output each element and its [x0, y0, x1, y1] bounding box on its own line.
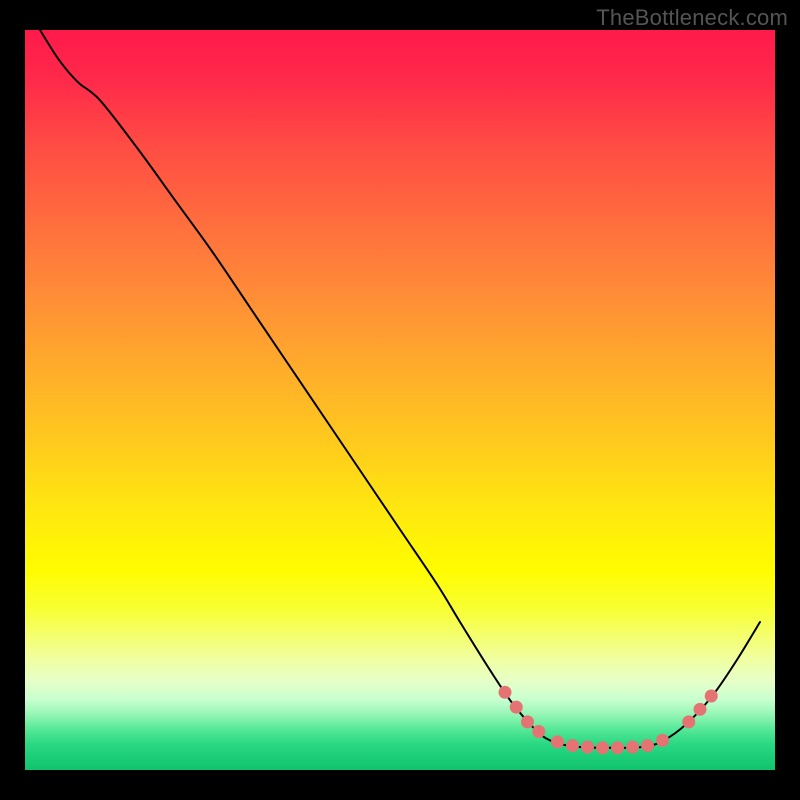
- watermark-text: TheBottleneck.com: [596, 5, 788, 31]
- marker-dot: [682, 715, 695, 728]
- marker-dot: [551, 735, 564, 748]
- marker-dot: [510, 701, 523, 714]
- marker-dot: [596, 741, 609, 754]
- marker-dot: [521, 715, 534, 728]
- marker-dot: [656, 734, 669, 747]
- marker-dot: [611, 741, 624, 754]
- marker-dot: [532, 725, 545, 738]
- plot-background: [25, 30, 775, 770]
- chart-container: TheBottleneck.com: [0, 0, 800, 800]
- bottleneck-chart: [0, 0, 800, 800]
- marker-dot: [626, 741, 639, 754]
- marker-dot: [566, 739, 579, 752]
- marker-dot: [581, 741, 594, 754]
- marker-dot: [641, 739, 654, 752]
- marker-dot: [694, 703, 707, 716]
- marker-dot: [705, 690, 718, 703]
- marker-dot: [499, 686, 512, 699]
